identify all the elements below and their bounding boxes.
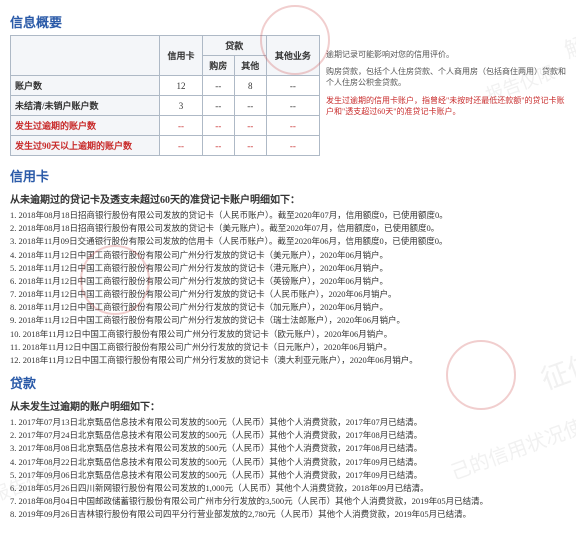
list-item: 10. 2018年11月12日中国工商银行股份有限公司广州分行发放的贷记卡（欧元… [10, 328, 566, 341]
list-item: 7. 2018年11月12日中国工商银行股份有限公司广州分行发放的贷记卡（人民币… [10, 288, 566, 301]
row-cell: -- [160, 116, 203, 136]
row-label: 发生过90天以上逾期的账户数 [11, 136, 160, 156]
row-cell: 12 [160, 76, 203, 96]
list-item: 3. 2018年11月09日交通银行股份有限公司发放的信用卡（人民币账户）。截至… [10, 235, 566, 248]
list-item: 8. 2018年11月12日中国工商银行股份有限公司广州分行发放的贷记卡（加元账… [10, 301, 566, 314]
row-label: 账户数 [11, 76, 160, 96]
list-item: 6. 2018年11月12日中国工商银行股份有限公司广州分行发放的贷记卡（英镑账… [10, 275, 566, 288]
row-cell: -- [234, 96, 266, 116]
list-item: 5. 2018年11月12日中国工商银行股份有限公司广州分行发放的贷记卡（港元账… [10, 262, 566, 275]
table-row: 未结清/未销户账户数3------ [11, 96, 320, 116]
list-item: 2. 2018年08月18日招商银行股份有限公司发放的贷记卡（美元账户）。截至2… [10, 222, 566, 235]
col-house: 购房 [202, 56, 234, 76]
section-title-loans: 贷款 [10, 373, 566, 392]
row-cell: 8 [234, 76, 266, 96]
row-label: 未结清/未销户账户数 [11, 96, 160, 116]
row-cell: -- [202, 116, 234, 136]
list-item: 7. 2018年08月04日中国邮政储蓄银行股份有限公司广州市分行发放的3,50… [10, 495, 566, 508]
list-item: 3. 2017年08月08日北京甄岳信息技术有限公司发放的500元（人民币）其他… [10, 442, 566, 455]
list-item: 4. 2017年08月22日北京甄岳信息技术有限公司发放的500元（人民币）其他… [10, 456, 566, 469]
list-item: 8. 2019年09月26日吉林银行股份有限公司四平分行营业部发放的2,780元… [10, 508, 566, 521]
credit-card-list: 1. 2018年08月18日招商银行股份有限公司发放的贷记卡（人民币账户）。截至… [10, 209, 566, 367]
row-cell: -- [234, 136, 266, 156]
col-blank [11, 36, 160, 76]
row-cell: -- [266, 136, 319, 156]
note-top: 逾期记录可能影响对您的信用评价。 [326, 49, 566, 60]
table-header-row: 信用卡 贷款 其他业务 [11, 36, 320, 56]
loan-subtitle: 从未发生过逾期的账户明细如下： [10, 398, 566, 413]
row-label: 发生过逾期的账户数 [11, 116, 160, 136]
list-item: 4. 2018年11月12日中国工商银行股份有限公司广州分行发放的贷记卡（美元账… [10, 249, 566, 262]
col-loans: 贷款 [202, 36, 266, 56]
row-cell: -- [234, 116, 266, 136]
row-cell: -- [266, 116, 319, 136]
note-bottom: 发生过逾期的信用卡账户，指曾经"未按时还最低还款额"的贷记卡账户和"透支超过60… [326, 95, 566, 117]
list-item: 11. 2018年11月12日中国工商银行股份有限公司广州分行发放的贷记卡（日元… [10, 341, 566, 354]
row-cell: -- [160, 136, 203, 156]
section-title-credit-card: 信用卡 [10, 166, 566, 185]
summary-side-notes: 逾期记录可能影响对您的信用评价。 购房贷款，包括个人住房贷款、个人商用房（包括商… [326, 35, 566, 117]
row-cell: -- [202, 96, 234, 116]
cc-subtitle: 从未逾期过的贷记卡及透支未超过60天的准贷记卡账户明细如下： [10, 191, 566, 206]
list-item: 5. 2017年09月06日北京甄岳信息技术有限公司发放的500元（人民币）其他… [10, 469, 566, 482]
row-cell: -- [202, 136, 234, 156]
col-credit-card: 信用卡 [160, 36, 203, 76]
list-item: 2. 2017年07月24日北京甄岳信息技术有限公司发放的500元（人民币）其他… [10, 429, 566, 442]
row-cell: -- [266, 76, 319, 96]
summary-table: 信用卡 贷款 其他业务 购房 其他 账户数12--8--未结清/未销户账户数3-… [10, 35, 320, 156]
row-cell: -- [202, 76, 234, 96]
list-item: 6. 2018年05月26日四川新网银行股份有限公司发放的1,000元（人民币）… [10, 482, 566, 495]
row-cell: 3 [160, 96, 203, 116]
col-other: 其他 [234, 56, 266, 76]
section-title-info-summary: 信息概要 [10, 12, 566, 31]
note-mid: 购房贷款，包括个人住房贷款、个人商用房（包括商住两用）贷款和个人住房公积金贷款。 [326, 66, 566, 88]
list-item: 12. 2018年11月12日中国工商银行股份有限公司广州分行发放的贷记卡（澳大… [10, 354, 566, 367]
table-row: 发生过逾期的账户数-------- [11, 116, 320, 136]
table-row: 账户数12--8-- [11, 76, 320, 96]
table-row: 发生过90天以上逾期的账户数-------- [11, 136, 320, 156]
list-item: 9. 2018年11月12日中国工商银行股份有限公司广州分行发放的贷记卡（瑞士法… [10, 314, 566, 327]
loan-list: 1. 2017年07月13日北京甄岳信息技术有限公司发放的500元（人民币）其他… [10, 416, 566, 521]
col-other-business: 其他业务 [266, 36, 319, 76]
row-cell: -- [266, 96, 319, 116]
list-item: 1. 2018年08月18日招商银行股份有限公司发放的贷记卡（人民币账户）。截至… [10, 209, 566, 222]
list-item: 1. 2017年07月13日北京甄岳信息技术有限公司发放的500元（人民币）其他… [10, 416, 566, 429]
